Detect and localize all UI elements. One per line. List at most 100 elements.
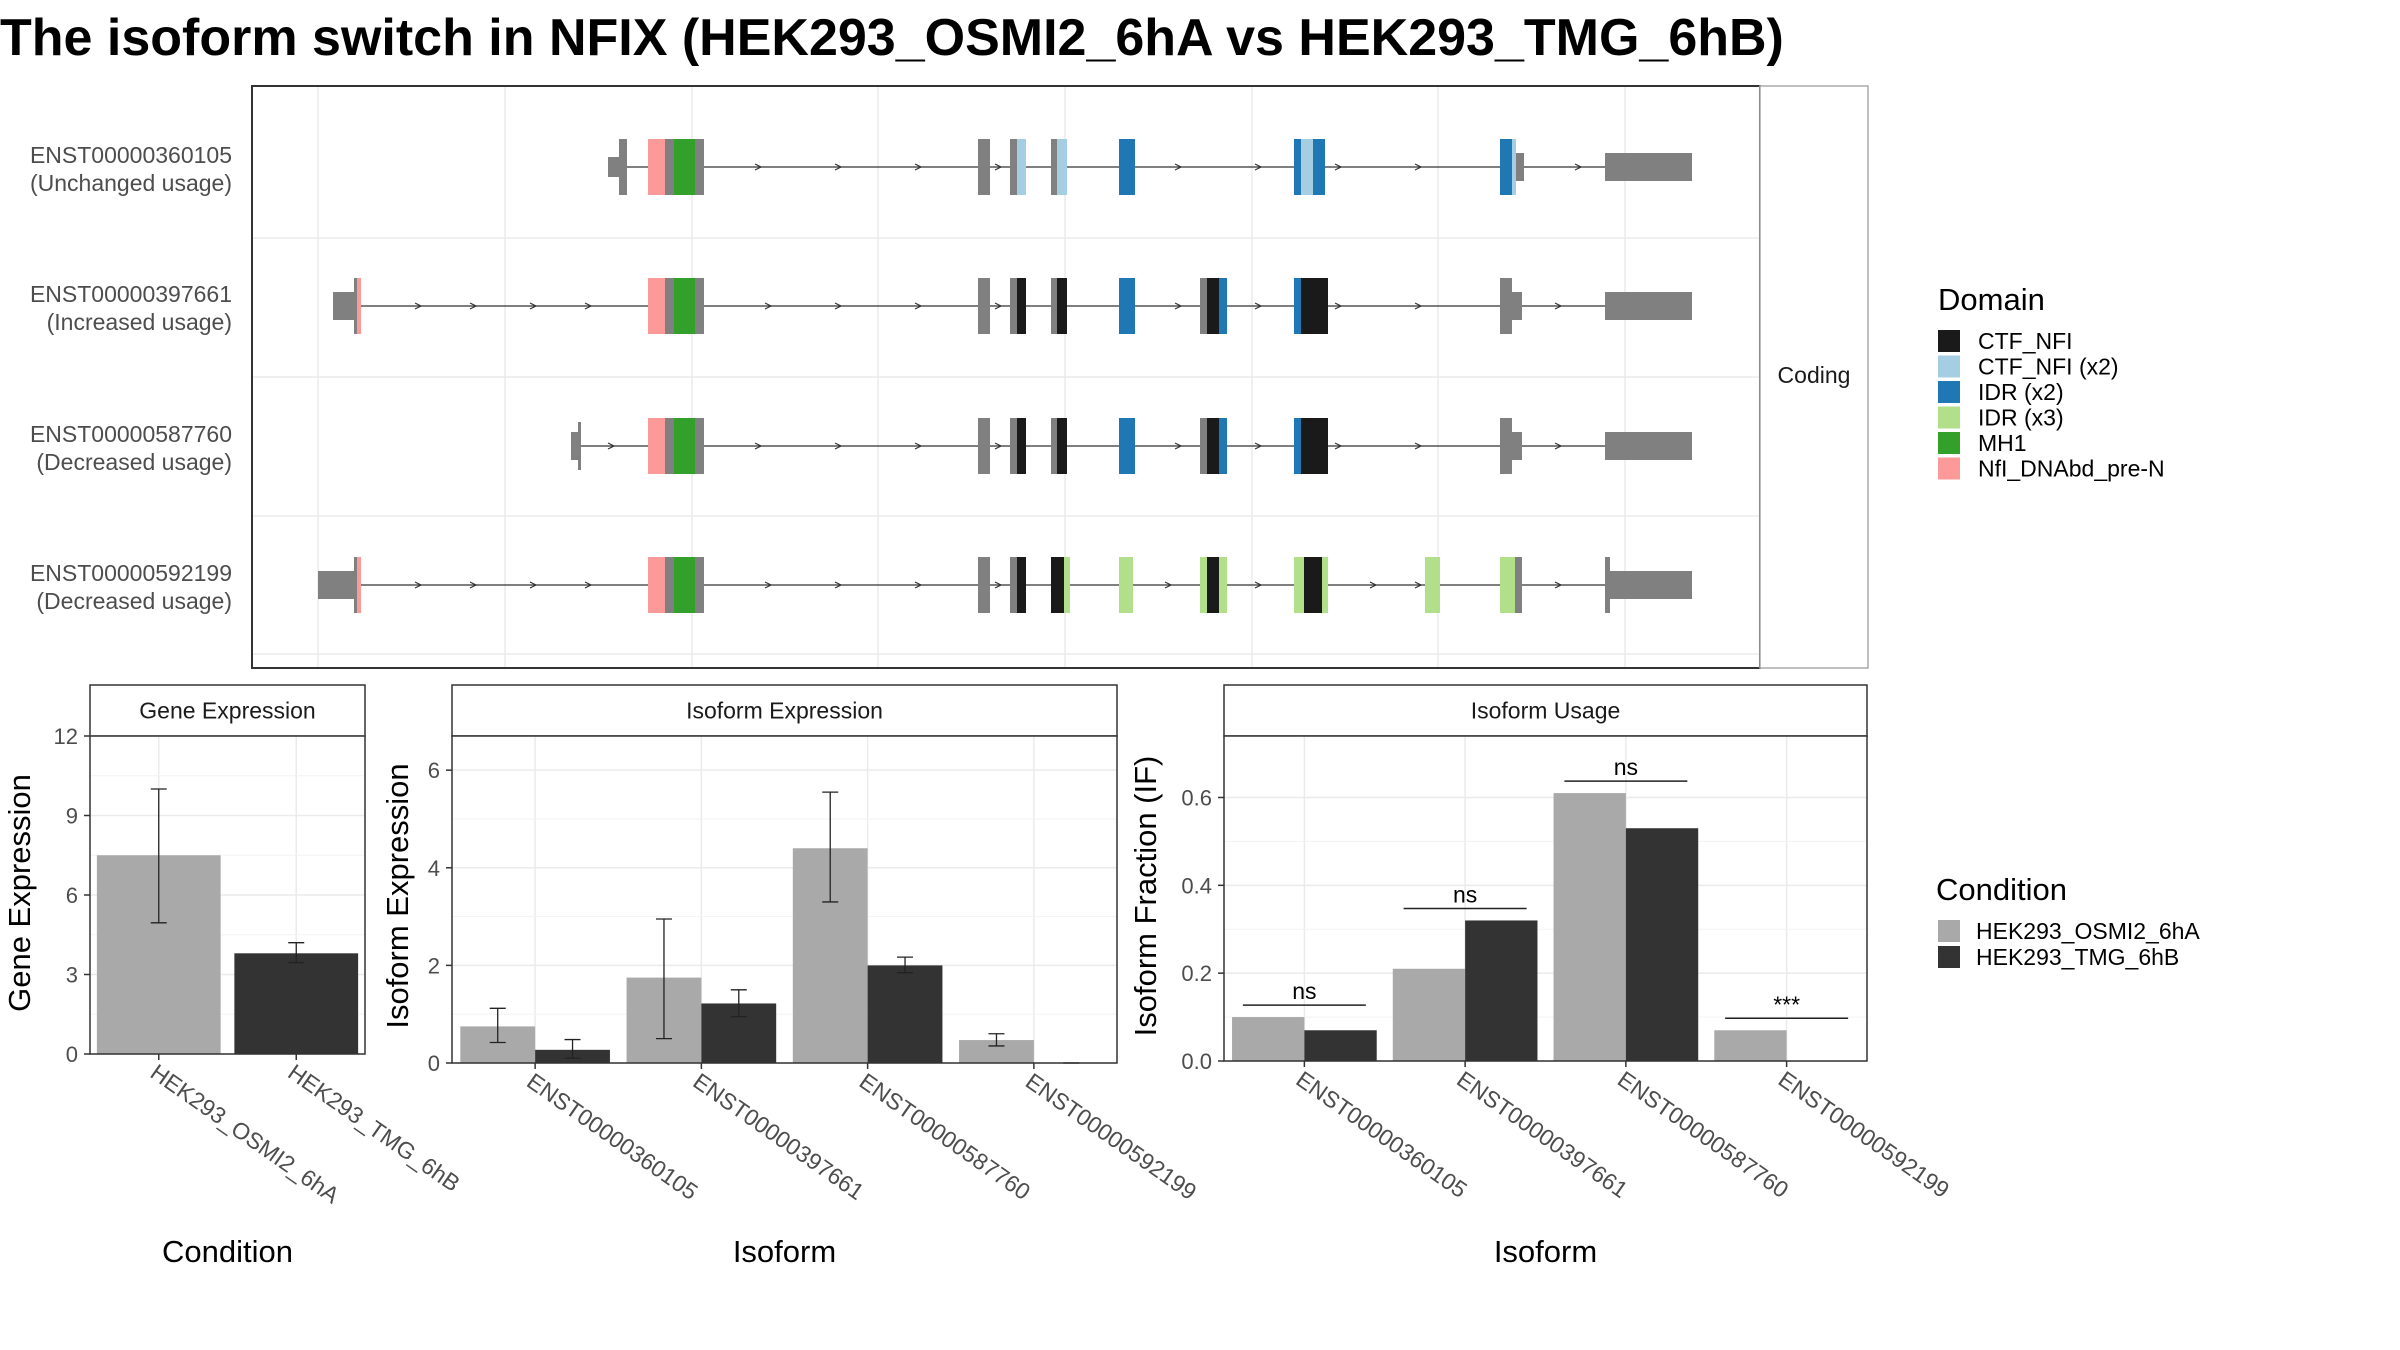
exon-block xyxy=(1313,139,1325,195)
exon-block xyxy=(1516,153,1524,181)
intron-arrow-icon xyxy=(1414,302,1423,310)
exon-block xyxy=(1207,278,1219,334)
exon-block xyxy=(978,139,990,195)
bar xyxy=(234,953,359,1054)
exon-block xyxy=(1119,278,1135,334)
isoform-track xyxy=(571,418,1692,474)
intron-arrow-icon xyxy=(1164,581,1173,589)
exon-block xyxy=(357,278,361,334)
x-tick-label: ENST00000397661 xyxy=(1452,1066,1632,1203)
significance-label: ns xyxy=(1292,978,1316,1004)
exon-block xyxy=(1219,418,1227,474)
intron-arrow-icon xyxy=(584,581,593,589)
exon-block xyxy=(1200,278,1207,334)
exon-block xyxy=(1301,139,1313,195)
exon-block xyxy=(1064,557,1070,613)
exon-block xyxy=(1010,139,1017,195)
exon-block xyxy=(1017,557,1026,613)
exon-block xyxy=(1051,557,1057,613)
intron-arrow-icon xyxy=(1414,581,1423,589)
exon-block xyxy=(665,278,674,334)
intron-arrow-icon xyxy=(914,163,923,171)
intron-arrow-icon xyxy=(994,581,1003,589)
intron-arrow-icon xyxy=(414,302,423,310)
domain-legend-swatch xyxy=(1938,381,1960,403)
exon-block xyxy=(578,422,581,470)
y-tick-label: 12 xyxy=(54,724,78,749)
domain-legend-swatch xyxy=(1938,406,1960,429)
y-axis-title: Isoform Expression xyxy=(380,763,415,1028)
isoform-track xyxy=(333,278,1692,334)
plot-border xyxy=(1223,735,1868,1062)
exon-block xyxy=(1301,278,1328,334)
exon-block xyxy=(1200,557,1207,613)
intron-arrow-icon xyxy=(469,302,478,310)
x-tick-label: ENST00000587760 xyxy=(1613,1066,1793,1203)
exon-block xyxy=(1294,278,1301,334)
exon-block xyxy=(1301,418,1328,474)
significance-label: ns xyxy=(1614,754,1638,780)
exon-block xyxy=(608,157,622,177)
isoform-status-label: (Decreased usage) xyxy=(36,449,232,475)
exon-block xyxy=(695,557,704,613)
exon-block xyxy=(648,278,665,334)
intron-arrow-icon xyxy=(584,302,593,310)
bar xyxy=(1304,1030,1377,1061)
exon-block xyxy=(674,557,695,613)
domain-legend-swatch xyxy=(1938,330,1960,352)
exon-block xyxy=(1500,278,1512,334)
domain-legend-label: IDR (x2) xyxy=(1978,379,2064,405)
intron-arrow-icon xyxy=(1254,302,1263,310)
bar xyxy=(1553,793,1626,1061)
intron-arrow-icon xyxy=(529,302,538,310)
condition-legend-swatch xyxy=(1938,920,1960,942)
condition-legend-swatch xyxy=(1938,946,1960,968)
intron-arrow-icon xyxy=(834,581,843,589)
isoform-status-label: (Increased usage) xyxy=(47,309,232,335)
y-tick-label: 9 xyxy=(66,804,78,829)
intron-arrow-icon xyxy=(914,581,923,589)
plot-background xyxy=(1224,736,1867,1061)
isoform-track xyxy=(608,139,1692,195)
exon-block xyxy=(1057,418,1067,474)
x-tick-label: ENST00000360105 xyxy=(1292,1066,1472,1203)
exon-block xyxy=(648,557,665,613)
exon-block xyxy=(695,139,704,195)
exon-block xyxy=(1051,139,1057,195)
exon-block xyxy=(1294,418,1301,474)
exon-block xyxy=(674,418,695,474)
intron-arrow-icon xyxy=(1334,442,1343,450)
exon-block xyxy=(1512,432,1522,460)
exon-block xyxy=(1219,557,1227,613)
x-tick-label: ENST00000360105 xyxy=(522,1068,702,1205)
intron-arrow-icon xyxy=(834,302,843,310)
exon-block xyxy=(1500,139,1512,195)
isoform-id-label: ENST00000587760 xyxy=(30,421,232,447)
exon-block xyxy=(1500,557,1515,613)
structure-strip-label: Coding xyxy=(1778,362,1851,388)
intron-arrow-icon xyxy=(1334,163,1343,171)
y-tick-label: 0 xyxy=(428,1051,440,1076)
exon-block xyxy=(1119,557,1133,613)
x-tick-label: ENST00000397661 xyxy=(689,1068,869,1205)
exon-block xyxy=(1119,139,1135,195)
y-tick-label: 0.4 xyxy=(1181,873,1212,898)
plot-border xyxy=(451,735,1118,1064)
isoform-id-label: ENST00000397661 xyxy=(30,281,232,307)
y-tick-label: 6 xyxy=(66,883,78,908)
bar xyxy=(1465,920,1538,1061)
intron-arrow-icon xyxy=(1574,163,1583,171)
intron-arrow-icon xyxy=(607,442,616,450)
figure-title: The isoform switch in NFIX (HEK293_OSMI2… xyxy=(0,9,1784,67)
exon-block xyxy=(648,139,665,195)
domain-legend-swatch xyxy=(1938,457,1960,480)
x-tick-label: ENST00000587760 xyxy=(855,1068,1035,1205)
exon-block xyxy=(1017,278,1026,334)
exon-block xyxy=(1512,292,1522,320)
intron-arrow-icon xyxy=(994,302,1003,310)
intron-arrow-icon xyxy=(1254,581,1263,589)
exon-block xyxy=(1605,292,1692,320)
y-axis-title: Gene Expression xyxy=(2,774,37,1012)
